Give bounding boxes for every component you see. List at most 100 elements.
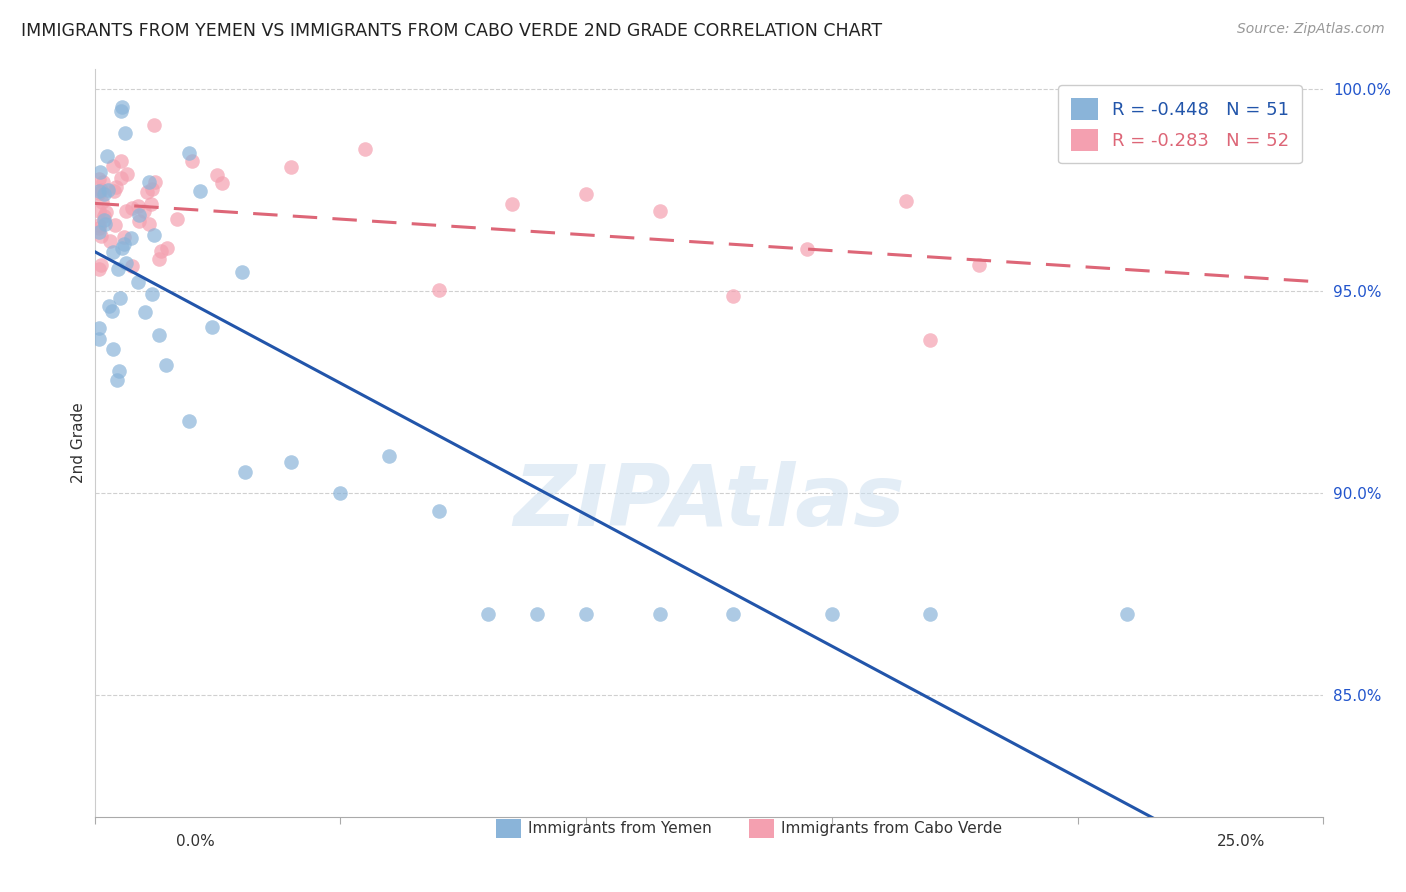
Point (90, 258, 112, 272)
Text: 25.0%: 25.0% (1218, 834, 1265, 849)
Point (128, 208, 150, 222)
Point (128, 214, 150, 228)
Point (329, 486, 352, 500)
Point (89, 184, 111, 198)
Point (141, 196, 163, 211)
Point (89, 165, 111, 179)
Point (575, 186, 598, 201)
Point (648, 203, 671, 218)
Point (111, 241, 134, 255)
Point (89, 332, 111, 346)
Point (110, 103, 132, 118)
Point (97, 183, 120, 197)
Point (477, 607, 499, 622)
Point (127, 199, 149, 213)
Point (188, 184, 211, 198)
Point (201, 320, 224, 334)
Text: Immigrants from Yemen: Immigrants from Yemen (529, 822, 711, 836)
Legend: R = -0.448   N = 51, R = -0.283   N = 52: R = -0.448 N = 51, R = -0.283 N = 52 (1059, 85, 1302, 163)
Point (134, 304, 156, 318)
Point (110, 154, 132, 169)
Point (211, 177, 233, 191)
Y-axis label: 2nd Grade: 2nd Grade (72, 402, 86, 483)
Point (143, 175, 166, 189)
Point (93, 213, 115, 227)
Point (378, 450, 401, 464)
Point (104, 219, 127, 233)
Point (112, 237, 135, 252)
Point (94, 217, 117, 231)
Point (89, 220, 111, 235)
Text: 0.0%: 0.0% (176, 834, 215, 849)
Point (90, 228, 112, 243)
Point (90, 183, 112, 197)
Point (89, 225, 111, 239)
Point (98, 235, 121, 249)
Point (231, 265, 253, 279)
Text: ZIPAtlas: ZIPAtlas (513, 461, 904, 544)
Point (136, 185, 159, 199)
Point (723, 607, 745, 622)
Point (233, 465, 256, 479)
Point (103, 184, 125, 198)
Point (148, 327, 170, 342)
Point (89, 186, 111, 201)
Point (138, 218, 160, 232)
Point (120, 231, 142, 245)
Point (1115, 607, 1137, 622)
Point (177, 414, 200, 428)
Point (427, 504, 450, 518)
Point (143, 228, 166, 243)
Point (821, 607, 844, 622)
Point (94, 205, 117, 219)
Point (501, 196, 523, 211)
Point (112, 229, 135, 244)
Point (114, 126, 136, 140)
Point (89, 218, 111, 232)
Point (89, 204, 111, 219)
Point (103, 343, 125, 357)
Text: IMMIGRANTS FROM YEMEN VS IMMIGRANTS FROM CABO VERDE 2ND GRADE CORRELATION CHART: IMMIGRANTS FROM YEMEN VS IMMIGRANTS FROM… (21, 22, 882, 40)
Point (280, 160, 302, 174)
Point (101, 245, 124, 260)
Text: Immigrants from Cabo Verde: Immigrants from Cabo Verde (782, 822, 1002, 836)
Point (723, 289, 745, 303)
Point (108, 291, 131, 305)
Point (105, 373, 128, 387)
Text: Source: ZipAtlas.com: Source: ZipAtlas.com (1237, 22, 1385, 37)
Point (155, 359, 177, 373)
Point (526, 607, 548, 622)
Point (155, 241, 177, 255)
Point (104, 179, 127, 194)
Point (280, 455, 302, 469)
Point (111, 100, 134, 114)
Point (101, 303, 124, 318)
Point (93, 186, 115, 201)
Point (93, 209, 115, 223)
Point (181, 154, 204, 169)
Point (207, 168, 229, 182)
Point (141, 181, 163, 195)
Point (89, 262, 111, 277)
Point (967, 258, 990, 272)
Point (103, 159, 125, 173)
Point (89, 172, 111, 186)
Point (648, 607, 671, 622)
Point (110, 170, 132, 185)
Point (177, 146, 200, 161)
Point (89, 321, 111, 335)
Point (920, 333, 942, 347)
Point (115, 203, 138, 218)
Point (96, 149, 118, 163)
Point (132, 203, 155, 218)
Point (166, 212, 188, 227)
Point (121, 260, 143, 274)
Point (107, 261, 129, 276)
Point (141, 286, 163, 301)
Point (91, 194, 114, 209)
Point (894, 194, 917, 209)
Point (920, 607, 942, 622)
Point (127, 275, 149, 289)
Point (98, 299, 121, 313)
Point (115, 167, 138, 181)
